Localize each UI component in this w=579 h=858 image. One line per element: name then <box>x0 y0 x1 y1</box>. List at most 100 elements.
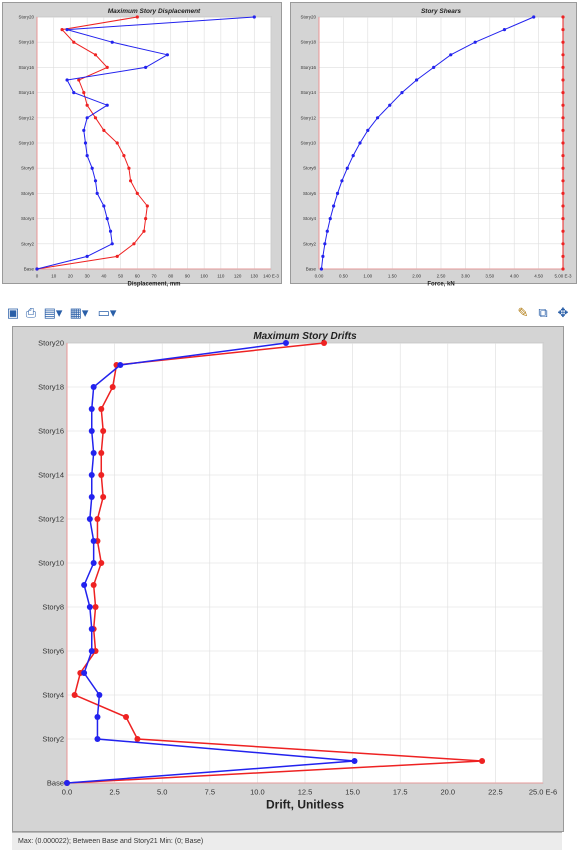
x-tick-label: 3.50 <box>485 274 494 279</box>
y-tick-label: Story4 <box>42 691 64 700</box>
data-point-blue <box>388 103 392 107</box>
x-tick-label: 10 <box>51 274 57 279</box>
chart-title: Maximum Story Displacement <box>108 8 201 15</box>
data-point-red <box>145 204 149 208</box>
save-icon[interactable]: ▣ <box>6 305 20 320</box>
data-point-blue <box>85 116 89 120</box>
data-point-red <box>561 267 565 271</box>
export-icon[interactable]: ▤▾ <box>43 305 63 320</box>
pencil-icon[interactable]: ✎ <box>517 305 529 320</box>
x-tick-label: 4.50 <box>534 274 543 279</box>
y-tick-label: Base <box>24 267 35 272</box>
data-point-blue <box>72 91 76 95</box>
data-point-red <box>109 384 116 390</box>
x-axis-label: Force, kN <box>427 282 454 288</box>
data-point-red <box>77 78 81 82</box>
data-point-blue <box>96 692 103 698</box>
drifts-chart: Maximum Story Drifts 0.0 2.5 5.0 7.5 10.0 12.5… <box>38 331 557 812</box>
data-point-blue <box>449 53 453 57</box>
data-point-blue <box>340 179 344 183</box>
data-point-blue <box>81 670 88 676</box>
move-icon[interactable]: ✥ <box>557 305 569 320</box>
y-tick-label: Story8 <box>42 603 64 612</box>
data-point-red <box>561 40 565 44</box>
y-tick-label: Story12 <box>300 115 316 120</box>
data-point-red <box>561 179 565 183</box>
x-axis-label: Drift, Unitless <box>266 798 344 812</box>
data-point-red <box>135 191 139 195</box>
data-point-blue <box>345 166 349 170</box>
data-point-blue <box>95 191 99 195</box>
x-tick-label: 10.0 <box>250 788 265 797</box>
x-tick-label: 90 <box>185 274 191 279</box>
x-tick-label: 100 <box>200 274 208 279</box>
y-tick-label: Story18 <box>18 40 34 45</box>
x-tick-label: 4.00 <box>510 274 519 279</box>
data-point-red <box>142 229 146 233</box>
data-point-red <box>105 65 109 69</box>
data-point-blue <box>81 582 88 588</box>
data-point-red <box>90 582 97 588</box>
data-point-blue <box>86 604 93 610</box>
data-point-blue <box>105 103 109 107</box>
data-point-blue <box>328 217 332 221</box>
data-point-blue <box>282 340 289 346</box>
shears-chart: Story Shears 0.00 0.50 1.00 1.50 2.00 2.50 3.00… <box>300 8 572 288</box>
data-point-red <box>561 166 565 170</box>
y-tick-label: Story4 <box>21 216 35 221</box>
status-bar: Max: (0.000022); Between Base and Story2… <box>12 832 562 850</box>
x-tick-label: 30 <box>85 274 91 279</box>
data-point-red <box>85 103 89 107</box>
y-tick-label: Story10 <box>300 141 316 146</box>
data-point-blue <box>90 450 97 456</box>
data-point-red <box>93 116 98 120</box>
data-point-red <box>561 204 565 208</box>
y-tick-label: Story20 <box>300 15 316 20</box>
chart-title: Story Shears <box>421 8 461 15</box>
data-point-blue <box>323 242 327 246</box>
data-point-red <box>98 560 105 566</box>
print-icon[interactable]: ⎙ <box>25 305 37 320</box>
table-icon[interactable]: ▦▾ <box>69 305 89 320</box>
copy-icon[interactable]: ⧉ <box>538 305 548 320</box>
data-point-red <box>479 758 486 764</box>
x-tick-label: 5.00 E-3 <box>554 274 572 279</box>
data-point-blue <box>90 166 94 170</box>
data-point-blue <box>332 204 336 208</box>
data-point-blue <box>321 254 325 258</box>
data-point-red <box>100 494 107 500</box>
y-tick-label: Base <box>306 267 317 272</box>
y-tick-label: Story16 <box>38 427 64 436</box>
x-tick-label: 1.50 <box>388 274 397 279</box>
data-point-blue <box>65 28 69 32</box>
x-axis-label: Displacement, mm <box>127 282 180 288</box>
data-point-red <box>135 15 139 19</box>
data-point-blue <box>144 65 148 69</box>
data-point-red <box>561 91 565 95</box>
data-point-red <box>561 15 565 19</box>
x-tick-label: 40 <box>101 274 107 279</box>
data-point-blue <box>35 267 39 271</box>
data-point-blue <box>375 116 380 120</box>
data-point-red <box>561 154 565 158</box>
data-point-blue <box>88 626 95 632</box>
y-tick-label: Story2 <box>303 241 317 246</box>
y-tick-label: Story10 <box>18 141 34 146</box>
data-point-blue <box>117 362 124 368</box>
y-tick-label: Story6 <box>21 191 35 196</box>
x-tick-label: 20.0 <box>440 788 455 797</box>
drifts-panel: Maximum Story Drifts 0.0 2.5 5.0 7.5 10.0 12.5… <box>12 326 564 832</box>
x-tick-label: 12.5 <box>298 788 313 797</box>
data-point-red <box>98 472 105 478</box>
data-point-red <box>102 128 106 132</box>
y-tick-label: Story20 <box>18 15 34 20</box>
data-point-red <box>129 179 133 183</box>
data-point-blue <box>94 736 101 742</box>
x-tick-label: 0.0 <box>62 788 72 797</box>
x-tick-label: 3.00 <box>461 274 470 279</box>
data-point-blue <box>325 229 329 233</box>
data-point-blue <box>532 15 536 19</box>
page-icon[interactable]: ▭▾ <box>97 305 117 320</box>
data-point-blue <box>88 428 95 434</box>
data-point-blue <box>64 780 70 786</box>
